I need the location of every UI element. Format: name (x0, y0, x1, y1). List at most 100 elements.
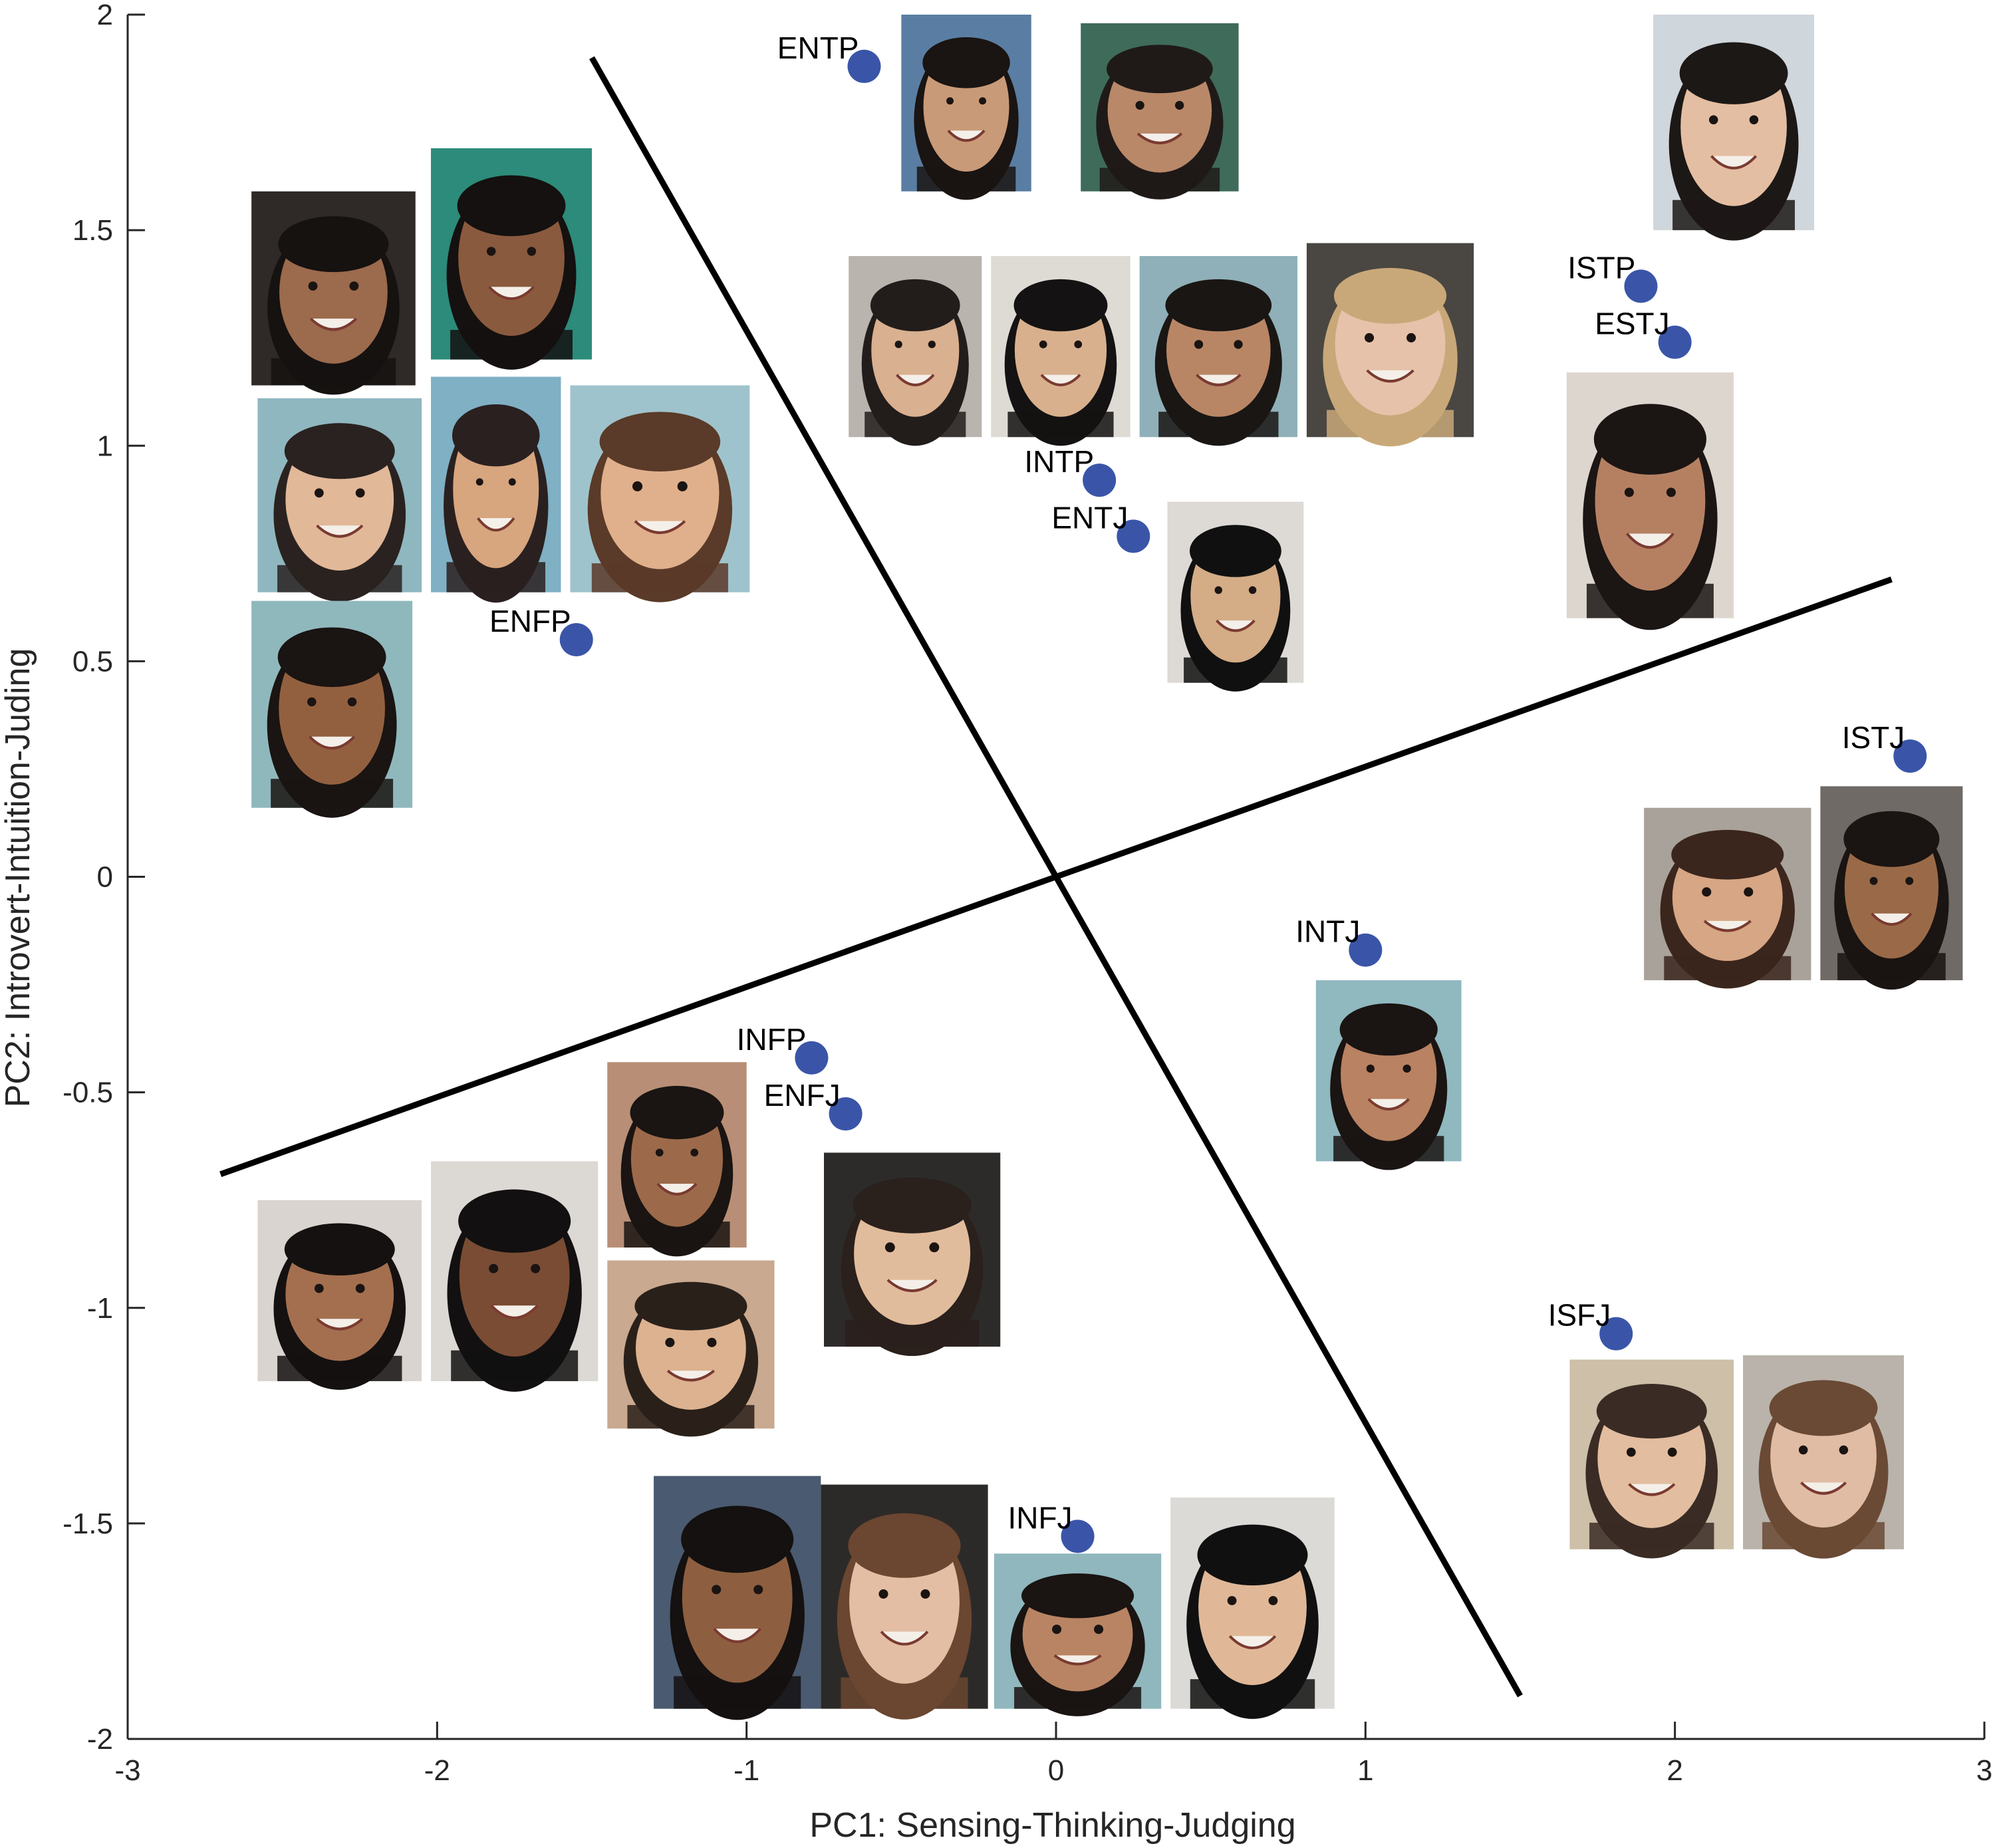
photo-eye (946, 97, 954, 105)
photo-eye (665, 1337, 675, 1347)
photo-smile (316, 524, 364, 538)
photo-eye (349, 281, 359, 291)
photo-eye (1406, 332, 1416, 342)
photo-eye (1702, 887, 1712, 897)
data-point (1624, 269, 1658, 303)
face-photo (1139, 256, 1297, 446)
y-tick-label: -0.5 (63, 1077, 113, 1109)
photo-smile (1136, 132, 1183, 144)
data-point (1599, 1317, 1633, 1351)
data-point (1083, 463, 1117, 497)
photo-fringe (1107, 45, 1213, 94)
face-photo (1566, 372, 1734, 630)
photo-eye (1194, 340, 1204, 349)
x-tick-label: 1 (1357, 1754, 1373, 1787)
photo-eye (1402, 1064, 1411, 1073)
data-point-label: ESTJ (1595, 307, 1669, 341)
photo-eye (314, 488, 324, 498)
photo-eye (979, 97, 987, 105)
photo-smile (309, 317, 358, 331)
photo-eye (1074, 340, 1083, 348)
photo-fringe (284, 423, 395, 479)
photo-fringe (1596, 1384, 1707, 1439)
face-photo (994, 1553, 1162, 1716)
photo-eye (1749, 115, 1759, 124)
photo-eye (707, 1337, 717, 1347)
photo-fringe (278, 216, 389, 273)
photo-smile (1228, 1635, 1277, 1650)
data-point-label: INFP (737, 1022, 807, 1057)
photo-eye (314, 1283, 324, 1293)
face-photo (849, 256, 982, 446)
photo-fringe (1769, 1380, 1878, 1436)
photo-eye (753, 1585, 763, 1595)
photo-eye (347, 697, 357, 707)
photo-eye (677, 481, 688, 491)
photo-smile (316, 1317, 364, 1331)
face-photo (991, 256, 1130, 446)
y-tick-label: -2 (87, 1723, 113, 1756)
face-photo (257, 398, 422, 602)
photo-fringe (1843, 811, 1940, 867)
y-tick-label: 0.5 (72, 645, 113, 678)
divider-line (219, 576, 1893, 1178)
data-point-label: ENTJ (1051, 500, 1128, 535)
photo-smile (656, 1182, 698, 1196)
y-tick-label: -1 (87, 1292, 113, 1325)
photo-smile (1626, 533, 1674, 549)
photo-smile (713, 1627, 762, 1643)
photo-eye (920, 1589, 930, 1599)
photo-smile (490, 1304, 539, 1319)
face-photo (1167, 501, 1304, 692)
y-tick-label: 0 (97, 861, 113, 894)
photo-eye (1175, 100, 1184, 110)
photo-eye (690, 1148, 699, 1157)
photo-eye (1214, 586, 1222, 594)
photo-smile (1710, 155, 1758, 170)
photo-eye (1365, 332, 1375, 342)
data-point-label: INTP (1024, 444, 1094, 479)
photo-fringe (452, 404, 540, 467)
x-tick-label: -2 (424, 1754, 450, 1787)
photo-eye (1135, 100, 1144, 110)
data-point (1893, 739, 1927, 773)
divider-lines (219, 56, 1893, 1698)
face-photo (431, 376, 561, 603)
face-photo (570, 385, 750, 602)
photo-smile (309, 735, 356, 750)
y-tick-label: 1.5 (72, 214, 113, 247)
data-point-label: ISTP (1567, 250, 1635, 285)
face-photo (1569, 1359, 1734, 1559)
data-point-label: ISFJ (1548, 1298, 1611, 1333)
photo-smile (886, 1279, 938, 1293)
photo-eye (1869, 876, 1878, 885)
photo-eye (1227, 1596, 1237, 1605)
photo-eye (355, 1283, 365, 1293)
face-photo (251, 191, 416, 395)
photo-eye (486, 247, 496, 256)
photo-smile (1053, 1654, 1102, 1666)
photo-eye (1626, 1447, 1636, 1457)
photo-smile (488, 285, 535, 301)
photo-fringe (870, 279, 960, 332)
y-tick-label: 2 (97, 0, 113, 31)
data-point-label: ENTP (777, 31, 859, 65)
photo-fringe (1189, 525, 1281, 577)
photo-eye (531, 1263, 541, 1273)
photo-fringe (1679, 42, 1788, 104)
face-photo (1743, 1355, 1905, 1559)
x-tick-label: 0 (1048, 1754, 1064, 1787)
face-photo (607, 1260, 775, 1437)
face-photo (1653, 15, 1815, 241)
data-point (795, 1041, 829, 1075)
photo-eye (655, 1148, 664, 1157)
photo-eye (1905, 876, 1914, 885)
photo-smile (1871, 912, 1913, 926)
photo-fringe (922, 37, 1010, 88)
face-photo (251, 600, 413, 818)
x-tick-label: -3 (114, 1754, 140, 1787)
photo-fringe (634, 1281, 747, 1331)
photo-smile (666, 1369, 715, 1382)
photo-eye (1039, 340, 1047, 348)
axes: -3 -2 -1 0 1 2 3-2-1.5-1-0.500.511.52 (63, 0, 1992, 1787)
